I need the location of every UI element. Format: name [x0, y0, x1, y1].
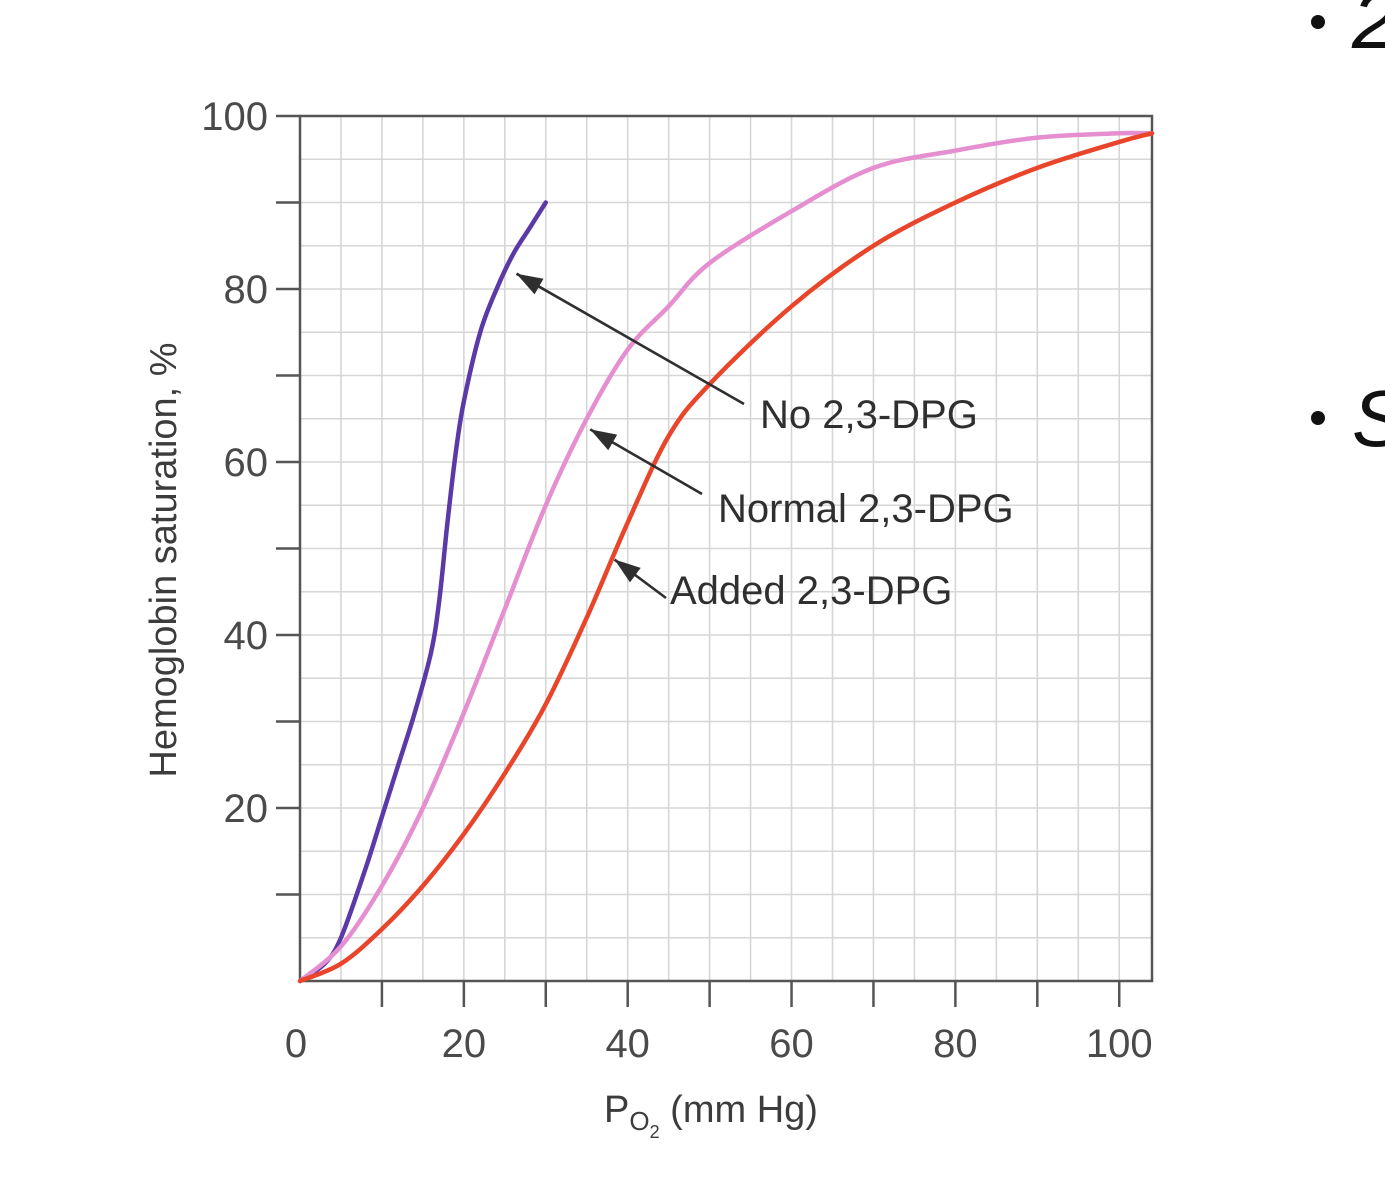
slide-bullet-2: S — [1311, 374, 1385, 463]
bullet-dot — [1311, 411, 1325, 425]
curve-no-dpg — [297, 200, 549, 984]
y-tick-label: 100 — [201, 95, 268, 139]
y-tick-label: 80 — [224, 268, 269, 312]
annotation-label: No 2,3-DPG — [760, 393, 978, 437]
slide-bullet-1: 2 — [1311, 0, 1385, 65]
arrow-head — [516, 273, 544, 295]
bullet-text: 2 — [1351, 0, 1385, 65]
y-tick-label: 60 — [224, 441, 269, 485]
x-tick-label: 60 — [769, 1022, 814, 1066]
x-tick-label: 0 — [285, 1022, 307, 1066]
y-tick-labels: 20 40 60 80 100 — [201, 95, 268, 831]
x-tick-label: 20 — [442, 1022, 487, 1066]
curves — [297, 130, 1155, 984]
arrow-head — [590, 429, 618, 451]
y-tick-label: 20 — [224, 787, 269, 831]
annotation-label: Normal 2,3-DPG — [718, 487, 1014, 531]
x-tick-label: 100 — [1086, 1022, 1153, 1066]
bullet-text: S — [1352, 374, 1385, 463]
curve-added-dpg — [297, 131, 1155, 984]
annotation-added-dpg: Added 2,3-DPG — [613, 558, 952, 613]
x-tick-label: 40 — [605, 1022, 650, 1066]
tick-marks — [276, 114, 1121, 1007]
curve-normal-dpg — [297, 130, 1155, 984]
arrow-head — [614, 559, 641, 583]
y-tick-label: 40 — [224, 614, 269, 658]
grid-lines — [300, 116, 1152, 981]
x-axis-title: PO2 (mm Hg) — [604, 1089, 818, 1142]
y-axis-title: Hemoglobin saturation, % — [143, 342, 185, 777]
annotation-label: Added 2,3-DPG — [670, 569, 952, 613]
annotation-no-dpg: No 2,3-DPG — [515, 272, 978, 437]
x-tick-labels: 0 20 40 60 80 100 — [285, 1022, 1153, 1066]
x-tick-label: 80 — [933, 1022, 978, 1066]
annotation-normal-dpg: Normal 2,3-DPG — [589, 428, 1014, 531]
annotation-arrow — [515, 272, 745, 406]
bullet-dot — [1311, 15, 1325, 29]
annotations: No 2,3-DPG Normal 2,3-DPG Added 2,3-DPG — [515, 272, 1014, 613]
